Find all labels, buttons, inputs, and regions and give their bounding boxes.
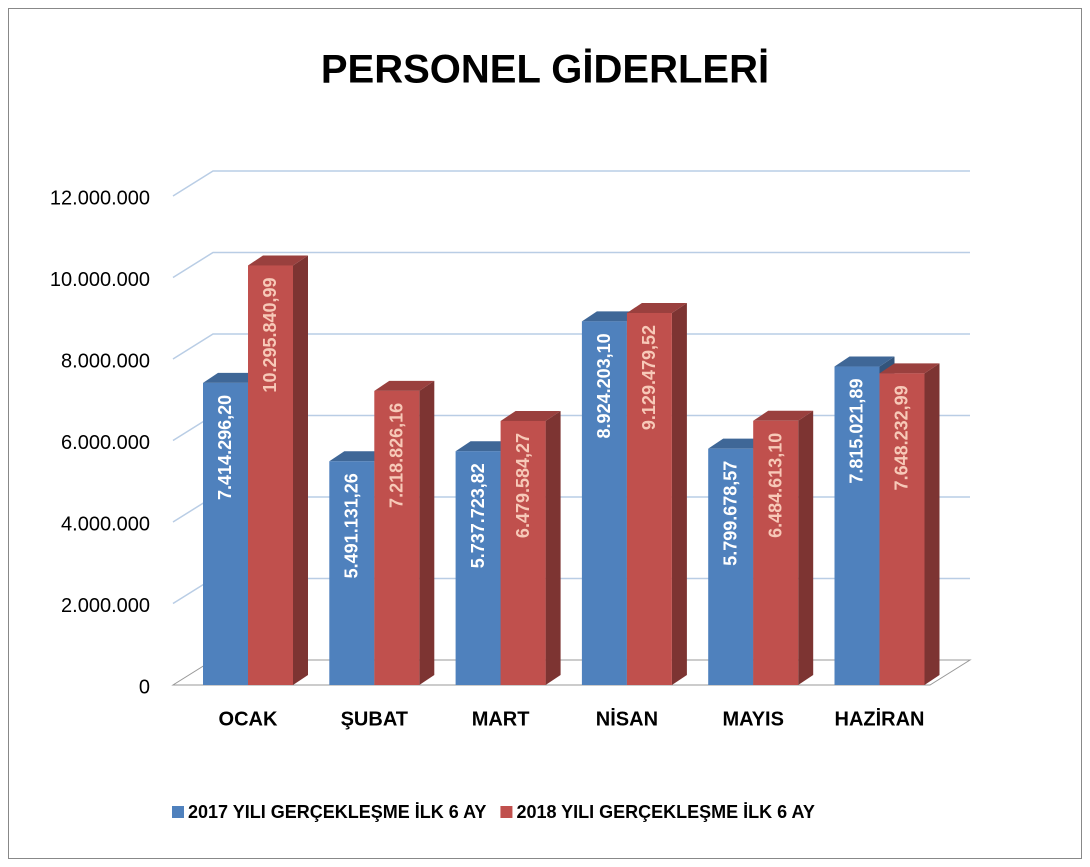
bar-top [753,410,814,421]
x-tick-label: HAZİRAN [835,707,925,730]
y-tick-label: 0 [139,676,150,698]
value-label: 7.648.232,99 [892,385,912,490]
bar [753,410,814,685]
value-label: 5.799.678,57 [720,461,740,566]
bar-front [834,366,880,685]
bar-top [879,363,940,374]
bar-side [293,255,308,686]
bar [879,363,940,685]
bar-front [753,420,799,685]
bar [626,302,687,685]
x-tick-label: MART [472,708,530,730]
bar-front [500,420,546,685]
grid-line [172,170,970,197]
bar [374,380,435,685]
x-tick-label: NİSAN [596,707,658,730]
bar [248,255,308,686]
grid-line [172,333,970,360]
legend-label: 2018 YILI GERÇEKLEŞME İLK 6 AY [516,802,814,822]
legend-swatch [500,806,513,818]
bar-side [671,302,687,685]
value-label: 7.414.296,20 [215,395,235,500]
bar-side [545,410,561,685]
y-tick-label: 2.000.000 [61,595,150,617]
bar-top [455,441,516,452]
value-label: 6.479.584,27 [513,433,533,538]
value-label: 7.218.826,16 [387,403,407,508]
bar-front [708,448,754,685]
grid-line [172,251,970,279]
bar-side [419,380,435,685]
bar-top [248,255,308,266]
value-label: 5.491.131,26 [342,473,362,578]
y-tick-label: 4.000.000 [61,513,150,535]
x-tick-label: OCAK [219,708,278,730]
bar-front [248,265,293,685]
y-tick-label: 6.000.000 [61,432,150,454]
bar-top [500,410,561,421]
value-label: 10.295.840,99 [260,277,280,392]
x-tick-label: ŞUBAT [341,708,408,730]
value-label: 9.129.479,52 [639,325,659,430]
bar-front [203,382,248,685]
y-tick-label: 8.000.000 [61,350,150,372]
bar-side [924,363,940,685]
bar-front [329,461,375,685]
bar-front [626,312,672,685]
value-label: 7.815.021,89 [847,379,867,484]
bar-front [374,390,420,685]
legend-label: 2017 YILI GERÇEKLEŞME İLK 6 AY [188,802,486,822]
bar-top [626,302,687,313]
chart-title: PERSONEL GİDERLERİ [321,48,769,92]
bar-front [581,321,627,685]
y-tick-label: 12.000.000 [50,187,150,209]
value-label: 5.737.723,82 [468,463,488,568]
x-tick-label: MAYIS [722,708,784,730]
bar-front [455,451,501,685]
bar [500,410,561,685]
bar-top [374,380,435,391]
bar-front [879,373,925,685]
legend-swatch [172,806,184,818]
bar-top [834,356,895,367]
bar-side [798,410,814,685]
y-tick-label: 10.000.000 [50,269,150,291]
value-label: 8.924.203,10 [594,333,614,438]
value-label: 6.484.613,10 [765,433,785,538]
